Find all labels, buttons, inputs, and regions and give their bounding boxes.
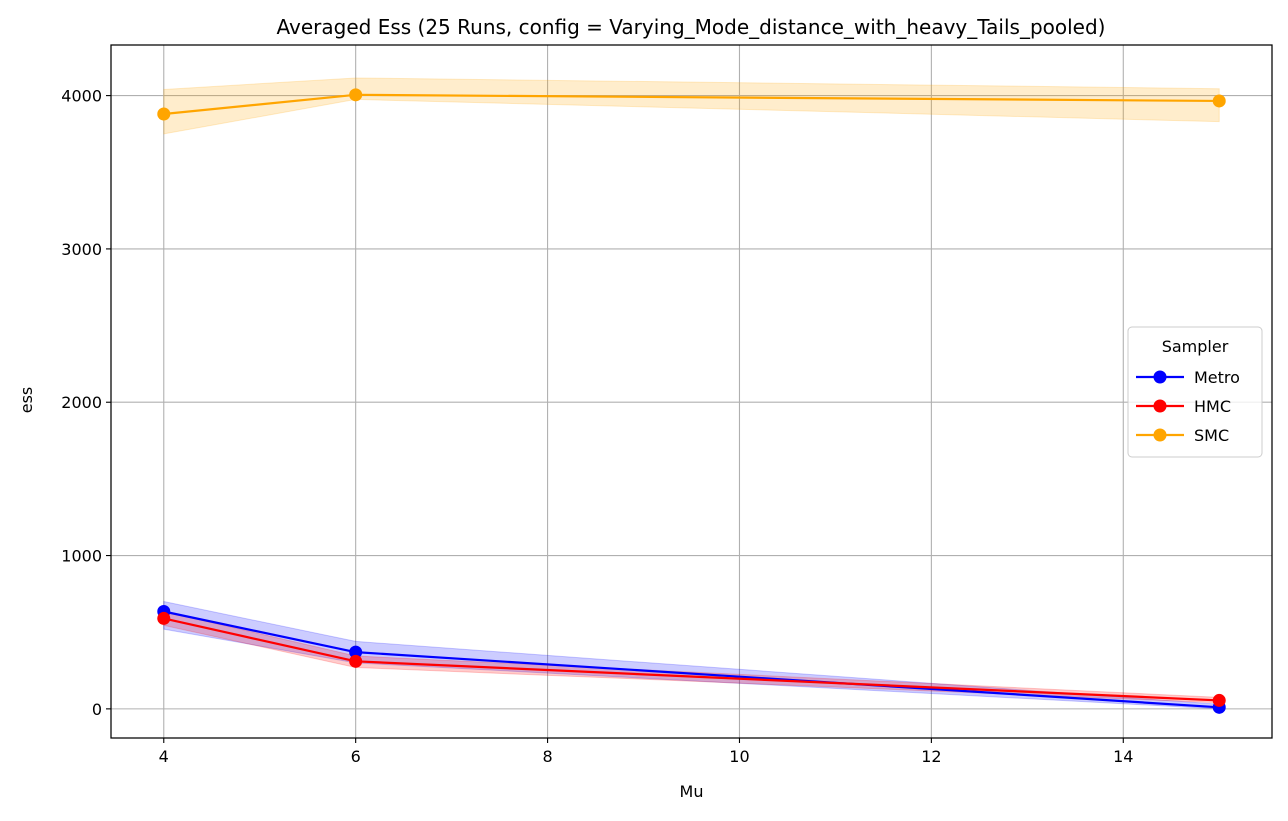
metro-point [349, 645, 363, 659]
grid [111, 45, 1272, 738]
legend-label-smc: SMC [1194, 426, 1229, 445]
x-tick-label: 8 [542, 747, 552, 766]
x-tick-label: 12 [921, 747, 941, 766]
y-axis-ticks: 0 1000 2000 3000 4000 [61, 87, 111, 719]
x-tick-label: 6 [351, 747, 361, 766]
chart-title: Averaged Ess (25 Runs, config = Varying_… [277, 15, 1106, 39]
y-tick-label: 0 [92, 700, 102, 719]
x-tick-label: 10 [729, 747, 749, 766]
legend-item-metro: Metro [1136, 368, 1240, 387]
y-tick-label: 1000 [61, 547, 102, 566]
plot-area [111, 45, 1272, 738]
legend-marker-hmc [1153, 399, 1167, 413]
legend-marker-smc [1153, 428, 1167, 442]
x-axis-ticks: 4 6 8 10 12 14 [159, 738, 1133, 766]
legend-title: Sampler [1162, 337, 1229, 356]
legend-label-metro: Metro [1194, 368, 1240, 387]
y-tick-label: 3000 [61, 240, 102, 259]
legend-item-smc: SMC [1136, 426, 1229, 445]
series-markers [157, 88, 1226, 714]
legend-box [1127, 326, 1263, 458]
x-tick-label: 14 [1113, 747, 1133, 766]
smc-band [163, 77, 1220, 135]
legend: Sampler Metro HMC SMC [1127, 326, 1263, 458]
smc-point [1212, 94, 1226, 108]
legend-label-hmc: HMC [1194, 397, 1231, 416]
y-axis-title: ess [17, 387, 36, 414]
x-tick-label: 4 [159, 747, 169, 766]
y-tick-label: 2000 [61, 393, 102, 412]
smc-point [349, 88, 363, 102]
legend-marker-metro [1153, 370, 1167, 384]
hmc-point [349, 654, 363, 668]
legend-item-hmc: HMC [1136, 397, 1231, 416]
hmc-point [1212, 693, 1226, 707]
hmc-point [157, 611, 171, 625]
legend-items: Metro HMC SMC [1136, 368, 1240, 445]
x-axis-title: Mu [680, 782, 704, 801]
plot-frame [110, 44, 1273, 739]
smc-point [157, 107, 171, 121]
y-tick-label: 4000 [61, 87, 102, 106]
